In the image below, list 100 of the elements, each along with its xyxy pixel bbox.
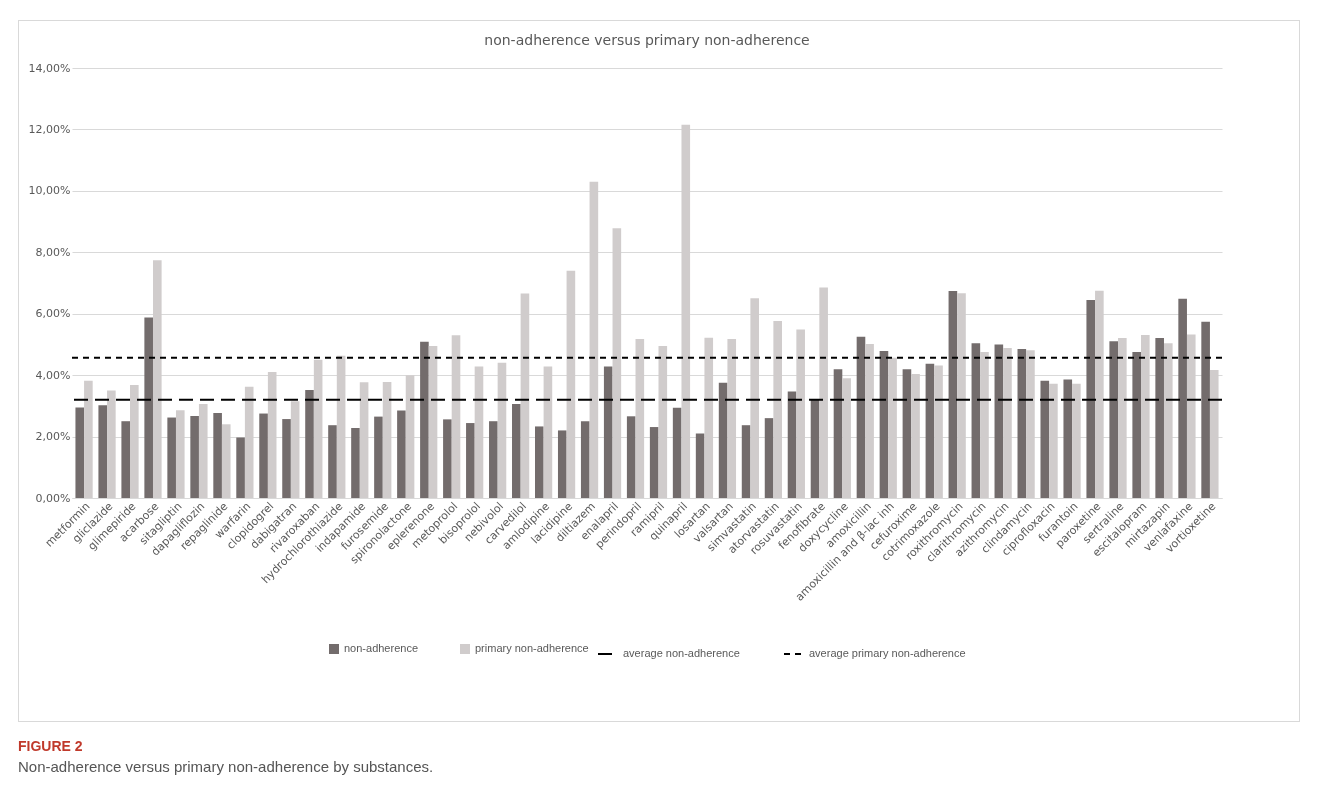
bar xyxy=(681,124,691,498)
bar xyxy=(167,417,176,498)
bar xyxy=(1086,299,1096,498)
bar xyxy=(1209,369,1219,498)
bar xyxy=(405,375,415,498)
bar xyxy=(382,381,392,498)
y-tick-label: 14,00% xyxy=(28,61,71,75)
bar xyxy=(428,345,438,498)
bar xyxy=(1163,343,1173,498)
bar xyxy=(1141,334,1150,498)
bar xyxy=(397,410,406,498)
bar xyxy=(1072,383,1081,498)
chart-title: non-adherence versus primary non-adherence xyxy=(484,32,810,48)
bar xyxy=(1178,298,1187,498)
bar xyxy=(934,365,943,498)
bar xyxy=(658,345,668,498)
bar xyxy=(474,366,484,498)
bar xyxy=(1109,341,1119,498)
bar xyxy=(612,228,622,498)
bar xyxy=(1017,349,1027,498)
bar xyxy=(819,287,828,498)
legend-label: primary non-adherence xyxy=(475,642,589,654)
bar xyxy=(130,384,139,498)
bar xyxy=(374,416,383,498)
bar xyxy=(603,366,613,498)
bar xyxy=(336,355,346,498)
bar xyxy=(512,404,521,498)
bar xyxy=(566,270,576,498)
bar xyxy=(704,337,714,498)
bar xyxy=(773,321,782,498)
bar xyxy=(466,423,475,498)
y-tick-label: 2,00% xyxy=(35,430,71,444)
bar xyxy=(557,430,567,498)
y-tick-label: 12,00% xyxy=(28,122,71,136)
bar xyxy=(328,425,337,498)
bar xyxy=(1063,379,1073,498)
bar xyxy=(879,350,889,498)
bar xyxy=(787,391,797,498)
caption: FIGURE 2 xyxy=(18,738,84,754)
bar xyxy=(152,260,162,498)
bar xyxy=(888,357,897,498)
bar xyxy=(305,389,314,498)
bar xyxy=(489,421,498,498)
bar xyxy=(359,382,369,498)
bar xyxy=(695,433,705,498)
bar xyxy=(1040,380,1050,498)
bar xyxy=(856,336,866,498)
bar xyxy=(994,344,1004,498)
bar xyxy=(351,427,360,498)
bar xyxy=(980,352,989,498)
bar xyxy=(75,407,85,498)
bar xyxy=(443,419,452,498)
bar xyxy=(107,390,116,498)
bar xyxy=(833,369,843,498)
bar xyxy=(971,343,981,498)
bar xyxy=(810,399,820,498)
bar xyxy=(190,415,199,498)
bar xyxy=(1049,383,1058,498)
bar xyxy=(221,424,231,498)
bar xyxy=(259,413,268,498)
bar xyxy=(144,317,153,498)
bar xyxy=(948,290,958,498)
bar xyxy=(451,335,461,498)
bar xyxy=(672,407,682,498)
bar xyxy=(121,421,131,498)
y-tick-label: 8,00% xyxy=(35,245,71,259)
bar xyxy=(1132,352,1142,498)
bar xyxy=(84,380,93,498)
bar xyxy=(1003,348,1012,498)
bar xyxy=(842,378,851,498)
bar xyxy=(649,427,659,498)
bar xyxy=(750,298,760,498)
bar xyxy=(957,293,966,498)
bar xyxy=(1095,290,1104,498)
bar xyxy=(213,412,222,498)
y-tick-label: 0,00% xyxy=(35,491,71,505)
bar xyxy=(1118,337,1127,498)
bar xyxy=(902,369,912,498)
bar xyxy=(580,421,590,498)
bar xyxy=(741,425,751,498)
text: Non-adherence versus primary non-adherence by substances. xyxy=(18,758,434,775)
bar xyxy=(1155,337,1164,498)
bar xyxy=(236,437,245,498)
bar xyxy=(718,382,728,498)
bar xyxy=(635,338,645,498)
bar xyxy=(796,329,805,498)
bar xyxy=(198,404,208,498)
bar xyxy=(290,401,300,498)
bar xyxy=(497,362,507,498)
y-tick-label: 10,00% xyxy=(28,184,71,198)
y-tick-label: 4,00% xyxy=(35,368,71,382)
legend-label: average non-adherence xyxy=(623,647,740,659)
bar xyxy=(543,366,553,498)
bar xyxy=(267,372,277,498)
bar xyxy=(911,373,920,498)
bar xyxy=(520,293,530,498)
bar xyxy=(420,341,429,498)
bar xyxy=(313,359,323,498)
bar xyxy=(925,363,935,498)
y-tick-label: 6,00% xyxy=(35,307,71,321)
